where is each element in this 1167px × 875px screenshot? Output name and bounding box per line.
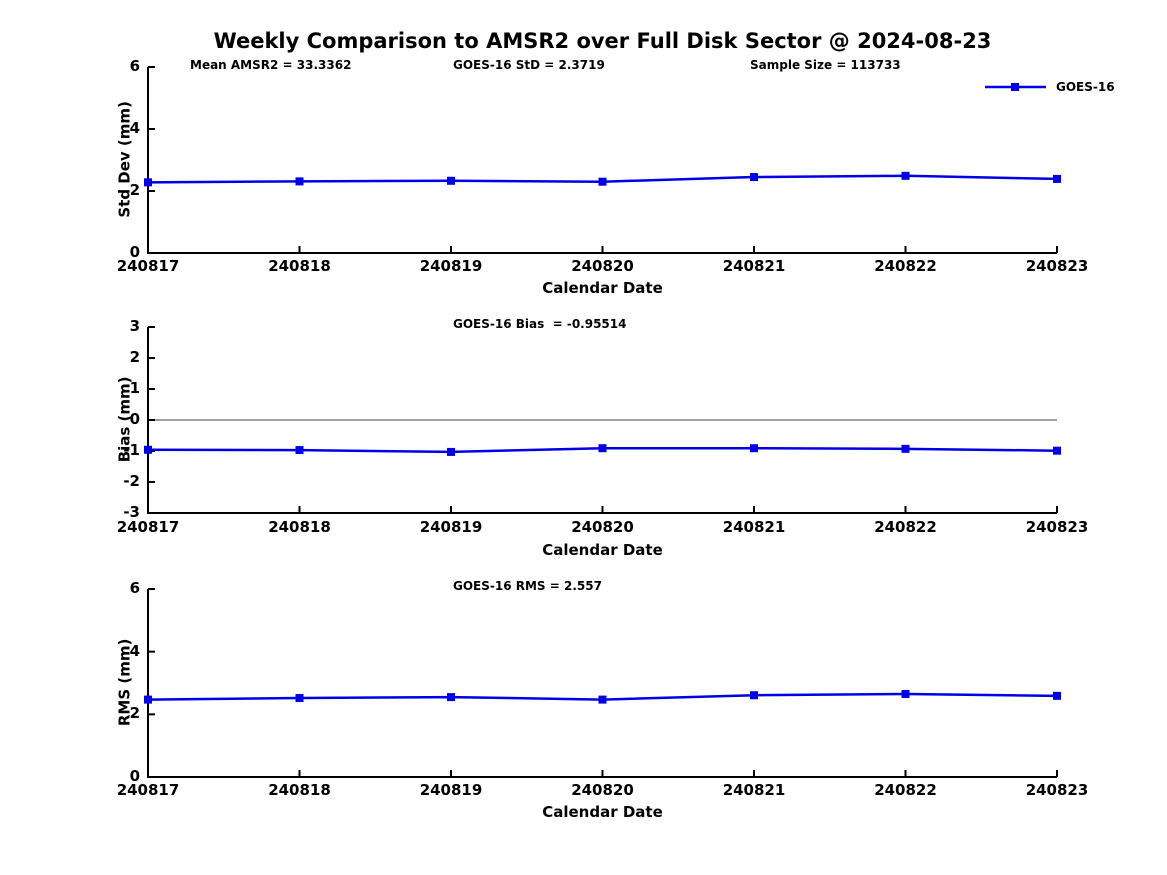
stat-annotation: Mean AMSR2 = 33.3362 bbox=[190, 58, 352, 72]
data-point-marker bbox=[144, 445, 152, 454]
stat-annotation: Sample Size = 113733 bbox=[750, 58, 901, 72]
data-point-marker bbox=[901, 689, 910, 698]
data-point-marker bbox=[598, 695, 607, 704]
data-point-marker bbox=[598, 444, 607, 453]
x-axis-label: Calendar Date bbox=[542, 279, 663, 297]
data-point-marker bbox=[750, 444, 758, 453]
data-point-marker bbox=[901, 444, 910, 453]
data-point-marker bbox=[598, 177, 607, 186]
data-point-marker bbox=[447, 693, 455, 702]
y-tick-label: 4 bbox=[129, 641, 140, 660]
y-tick-label: 0 bbox=[129, 243, 140, 261]
legend-square-marker-icon bbox=[1011, 83, 1019, 91]
data-point-marker bbox=[750, 691, 758, 700]
legend-line-sample bbox=[985, 83, 1046, 91]
x-tick-label: 240821 bbox=[722, 781, 786, 799]
axis-spines bbox=[147, 589, 1057, 778]
data-point-marker bbox=[295, 177, 304, 186]
data-point-marker bbox=[901, 171, 910, 180]
x-tick-label: 240821 bbox=[722, 257, 786, 275]
data-point-marker bbox=[144, 695, 152, 704]
stat-annotation: GOES-16 RMS = 2.557 bbox=[453, 579, 602, 593]
y-tick-label: 1 bbox=[129, 379, 140, 397]
x-tick-label: 240820 bbox=[571, 518, 634, 536]
legend-label: GOES-16 bbox=[1056, 80, 1115, 94]
x-tick-label: 240820 bbox=[571, 257, 634, 275]
data-point-marker bbox=[1053, 446, 1061, 455]
x-tick-label: 240823 bbox=[1025, 781, 1089, 799]
y-tick-label: 6 bbox=[129, 57, 140, 75]
x-tick-label: 240817 bbox=[116, 781, 180, 799]
x-tick-label: 240818 bbox=[268, 781, 331, 799]
axis-spines bbox=[147, 67, 1057, 254]
y-tick-label: -3 bbox=[123, 503, 140, 521]
x-tick-label: 240817 bbox=[116, 257, 180, 275]
data-point-marker bbox=[447, 176, 455, 185]
x-tick-label: 240823 bbox=[1025, 257, 1089, 275]
data-point-marker bbox=[144, 178, 152, 187]
y-tick-label: 3 bbox=[129, 317, 140, 335]
y-axis-label: RMS (mm) bbox=[115, 638, 134, 727]
data-point-marker bbox=[295, 446, 304, 455]
y-tick-label: 6 bbox=[129, 579, 140, 597]
x-tick-label: 240822 bbox=[874, 257, 937, 275]
data-point-marker bbox=[1053, 174, 1061, 183]
stat-annotation: GOES-16 Bias = -0.95514 bbox=[453, 317, 627, 331]
x-tick-label: 240819 bbox=[419, 518, 483, 536]
y-tick-label: -2 bbox=[123, 472, 140, 490]
y-tick-label: 4 bbox=[129, 119, 140, 137]
y-tick-label: 2 bbox=[129, 348, 140, 366]
y-tick-label: 0 bbox=[129, 410, 140, 428]
x-tick-label: 240818 bbox=[268, 518, 331, 536]
y-axis-label: Bias (mm) bbox=[115, 376, 134, 463]
x-tick-label: 240819 bbox=[419, 781, 483, 799]
x-tick-label: 240821 bbox=[722, 518, 786, 536]
stat-annotation: GOES-16 StD = 2.3719 bbox=[453, 58, 605, 72]
legend: GOES-16 bbox=[984, 79, 1115, 95]
x-axis-label: Calendar Date bbox=[542, 803, 663, 821]
data-point-marker bbox=[447, 447, 455, 456]
data-point-marker bbox=[1053, 691, 1061, 700]
x-tick-label: 240819 bbox=[419, 257, 483, 275]
y-axis-label: Std Dev (mm) bbox=[115, 101, 134, 218]
x-tick-label: 240823 bbox=[1025, 518, 1089, 536]
x-tick-label: 240818 bbox=[268, 257, 331, 275]
y-tick-label: -1 bbox=[123, 441, 140, 459]
y-tick-label: 0 bbox=[129, 767, 140, 785]
y-tick-label: 2 bbox=[129, 181, 140, 199]
x-axis-label: Calendar Date bbox=[542, 541, 663, 559]
data-point-marker bbox=[295, 694, 304, 703]
x-tick-label: 240822 bbox=[874, 518, 937, 536]
page-title: Weekly Comparison to AMSR2 over Full Dis… bbox=[213, 29, 992, 53]
data-point-marker bbox=[750, 173, 758, 182]
x-tick-label: 240817 bbox=[116, 518, 180, 536]
y-tick-label: 2 bbox=[129, 704, 140, 723]
x-tick-label: 240822 bbox=[874, 781, 937, 799]
x-tick-label: 240820 bbox=[571, 781, 634, 799]
